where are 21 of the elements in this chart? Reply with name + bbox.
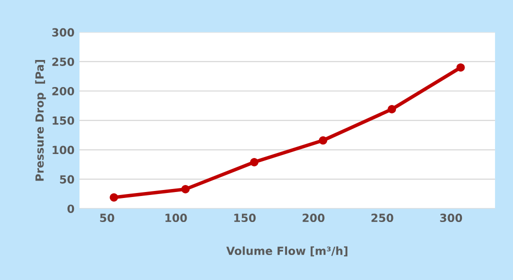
point — [388, 105, 396, 114]
point — [250, 158, 258, 166]
x-tick-label: 50 — [100, 214, 114, 222]
x-tick-label: 200 — [302, 214, 324, 222]
y-tick-label: 300 — [52, 28, 74, 37]
y-tick-label: 0 — [67, 204, 74, 213]
x-tick-label: 150 — [234, 214, 256, 222]
x-axis-title: Volume Flow [m³/h] — [226, 246, 348, 256]
point — [318, 136, 328, 145]
x-tick-label: 100 — [165, 214, 187, 222]
y-tick-label: 100 — [52, 146, 74, 154]
point — [456, 63, 465, 72]
y-axis-title: Pressure Drop [Pa] — [35, 60, 46, 181]
point — [181, 185, 190, 194]
x-tick-label: 300 — [440, 214, 462, 222]
y-tick-label: 250 — [52, 58, 74, 66]
y-tick-label: 50 — [60, 175, 74, 184]
y-tick-label: 150 — [52, 116, 74, 125]
x-tick-label: 250 — [372, 214, 394, 222]
y-tick-label: 200 — [52, 86, 74, 96]
point — [110, 193, 118, 202]
